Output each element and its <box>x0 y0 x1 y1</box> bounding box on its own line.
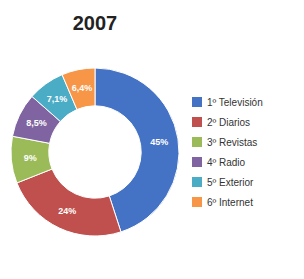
slice <box>17 169 121 236</box>
legend-label: 3º Revistas <box>207 137 257 148</box>
data-labels: 45% 24% 9% 8,5% 7,1% 6,4% <box>24 83 169 216</box>
slices <box>11 68 179 236</box>
legend-label: 4º Radio <box>207 157 246 168</box>
legend-label: 1º Televisión <box>207 97 263 108</box>
data-label: 8,5% <box>26 118 47 128</box>
data-label: 7,1% <box>47 94 68 104</box>
legend-swatch <box>192 97 202 107</box>
data-label: 9% <box>24 153 37 163</box>
slice <box>11 136 52 183</box>
legend-label: 6º Internet <box>207 197 253 208</box>
data-label: 24% <box>58 206 76 216</box>
legend-swatch <box>192 197 202 207</box>
legend-swatch <box>192 117 202 127</box>
chart-container: 2007 45% 24% 9% 8,5% 7,1% 6,4% 1º Televisión 2º … <box>0 0 304 279</box>
data-label: 45% <box>150 137 168 147</box>
legend-swatch <box>192 157 202 167</box>
legend-label: 5º Exterior <box>207 177 254 188</box>
legend-swatch <box>192 137 202 147</box>
legend-swatch <box>192 177 202 187</box>
legend: 1º Televisión 2º Diarios 3º Revistas 4º Rad… <box>192 97 263 208</box>
title: 2007 <box>73 12 118 34</box>
data-label: 6,4% <box>72 83 93 93</box>
chart: 2007 45% 24% 9% 8,5% 7,1% 6,4% 1º Televisión 2º … <box>0 0 304 279</box>
legend-label: 2º Diarios <box>207 117 250 128</box>
